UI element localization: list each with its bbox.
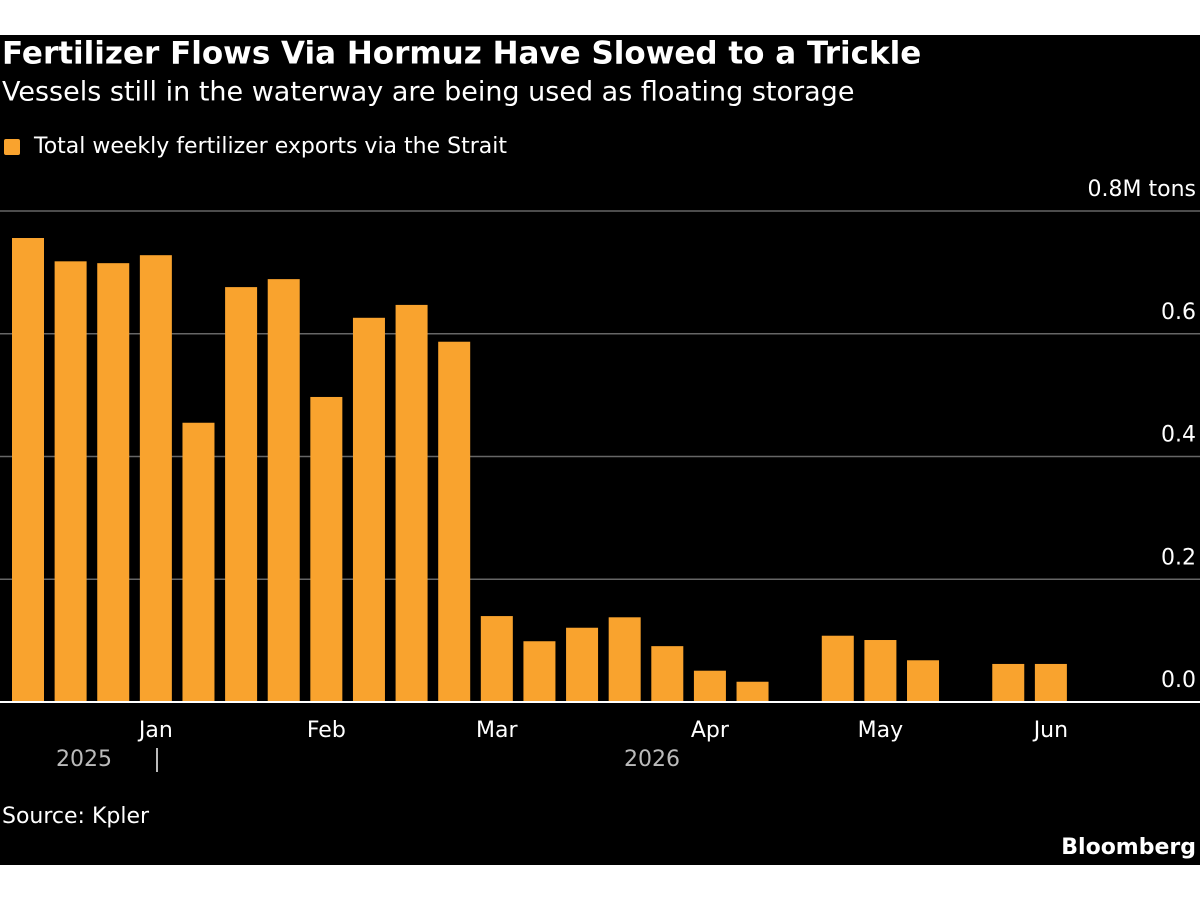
y-tick-label: 0.6 [1161,300,1196,325]
bar [907,660,940,702]
x-tick-label: Apr [691,718,730,743]
bar [267,279,300,702]
bar [608,617,641,702]
chart-subtitle: Vessels still in the waterway are being … [2,77,854,108]
bar [566,627,599,702]
legend-label: Total weekly fertilizer exports via the … [33,134,507,159]
x-tick-label: Jun [1032,718,1068,743]
y-tick-label: 0.0 [1161,668,1196,693]
chart-title: Fertilizer Flows Via Hormuz Have Slowed … [2,36,921,72]
brand: Bloomberg [1061,835,1196,860]
bar [523,641,556,702]
bar [864,640,897,702]
bar [480,616,513,702]
bar [225,287,258,702]
x-tick-label: Jan [137,718,173,743]
bar [310,396,343,702]
y-tick-label: 0.4 [1161,423,1196,448]
bar [1034,663,1067,702]
year-label: 2026 [624,747,680,772]
x-tick-label: May [858,718,903,743]
y-tick-label: 0.8M tons [1088,177,1196,202]
x-tick-label: Feb [307,718,346,743]
bar [12,238,44,702]
bar [992,663,1025,702]
bar [139,255,172,702]
year-label: 2025 [56,747,112,772]
bar [821,635,854,702]
x-tick-label: Mar [476,718,518,743]
bar [438,341,471,702]
y-tick-label: 0.2 [1161,545,1196,570]
bar [97,263,130,702]
bar [352,317,385,702]
background [0,35,1200,865]
source: Source: Kpler [2,804,150,829]
bar [54,261,87,702]
bar [651,646,684,702]
bar [736,681,769,702]
legend-swatch [4,139,20,155]
bar [395,304,428,702]
bar [693,670,726,702]
bar [182,422,215,702]
